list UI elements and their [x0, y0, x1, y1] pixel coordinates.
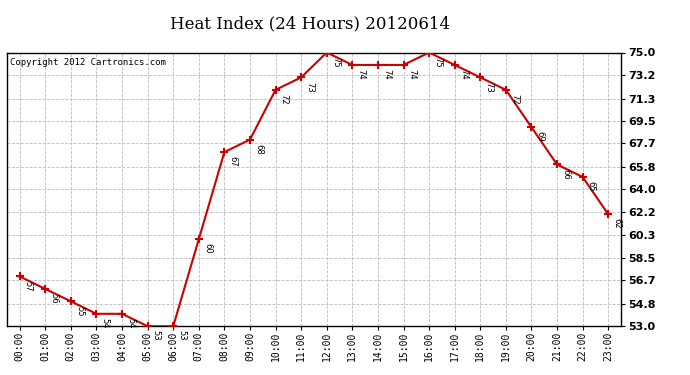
Text: 73: 73 — [484, 81, 493, 92]
Text: 74: 74 — [382, 69, 391, 80]
Text: 68: 68 — [254, 144, 263, 154]
Text: 74: 74 — [459, 69, 468, 80]
Text: 54: 54 — [126, 318, 135, 328]
Text: 73: 73 — [305, 81, 315, 92]
Text: 74: 74 — [357, 69, 366, 80]
Text: 62: 62 — [612, 218, 622, 229]
Text: 66: 66 — [561, 169, 570, 179]
Text: 57: 57 — [24, 280, 33, 291]
Text: 67: 67 — [228, 156, 237, 167]
Text: 72: 72 — [279, 94, 288, 105]
Text: 65: 65 — [586, 181, 595, 192]
Text: 54: 54 — [101, 318, 110, 328]
Text: Copyright 2012 Cartronics.com: Copyright 2012 Cartronics.com — [10, 58, 166, 67]
Text: 69: 69 — [535, 131, 544, 142]
Text: 53: 53 — [152, 330, 161, 341]
Text: 74: 74 — [408, 69, 417, 80]
Text: 53: 53 — [177, 330, 186, 341]
Text: 72: 72 — [510, 94, 519, 105]
Text: Heat Index (24 Hours) 20120614: Heat Index (24 Hours) 20120614 — [170, 15, 451, 32]
Text: 75: 75 — [433, 57, 442, 67]
Text: 55: 55 — [75, 306, 84, 316]
Text: 75: 75 — [331, 57, 340, 67]
Text: 56: 56 — [50, 293, 59, 304]
Text: 60: 60 — [203, 243, 212, 254]
